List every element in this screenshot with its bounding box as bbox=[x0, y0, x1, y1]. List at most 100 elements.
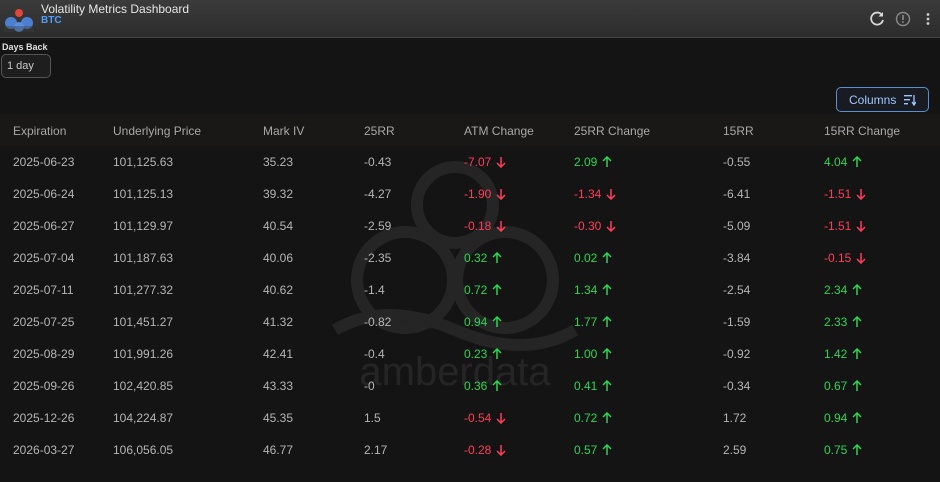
rr25-change-value: -0.30 bbox=[574, 219, 602, 233]
table-row[interactable]: 2025-07-11 101,277.32 40.62 -1.4 0.72 1.34 -2.… bbox=[0, 274, 940, 306]
col-header-underlying-price[interactable]: Underlying Price bbox=[113, 124, 202, 138]
atm-change-cell: 0.36 bbox=[464, 379, 502, 393]
col-header-15rr-change[interactable]: 15RR Change bbox=[824, 124, 901, 138]
col-header-15rr[interactable]: 15RR bbox=[723, 124, 754, 138]
arrow-up-icon bbox=[602, 156, 612, 167]
rr25-cell: -2.35 bbox=[364, 251, 392, 265]
atm-change-value: -7.07 bbox=[464, 155, 492, 169]
table-row[interactable]: 2025-06-24 101,125.13 39.32 -4.27 -1.90 -1.34… bbox=[0, 178, 940, 210]
rr15-change-value: 2.34 bbox=[824, 283, 848, 297]
col-header-25rr-change[interactable]: 25RR Change bbox=[574, 124, 651, 138]
expiration-cell: 2025-06-27 bbox=[13, 219, 75, 233]
table-row[interactable]: 2025-07-25 101,451.27 41.32 -0.82 0.94 1.77 -1… bbox=[0, 306, 940, 338]
app-logo-icon bbox=[4, 9, 34, 32]
atm-change-cell: -0.18 bbox=[464, 219, 506, 233]
rr15-change-value: 0.75 bbox=[824, 443, 848, 457]
arrow-up-icon bbox=[492, 284, 502, 295]
col-header-atm-change[interactable]: ATM Change bbox=[464, 124, 534, 138]
col-header-25rr[interactable]: 25RR bbox=[364, 124, 395, 138]
underlying-price-cell: 101,277.32 bbox=[113, 283, 174, 297]
underlying-price-cell: 101,125.13 bbox=[113, 187, 174, 201]
rr15-change-cell: -1.51 bbox=[824, 187, 866, 201]
rr15-change-cell: 0.67 bbox=[824, 379, 862, 393]
rr15-cell: -0.55 bbox=[723, 155, 751, 169]
arrow-down-icon bbox=[496, 221, 506, 232]
rr15-change-cell: -1.51 bbox=[824, 219, 866, 233]
rr15-cell: -3.84 bbox=[723, 251, 751, 265]
underlying-price-cell: 104,224.87 bbox=[113, 411, 174, 425]
days-back-select[interactable]: 1 day bbox=[1, 54, 51, 78]
underlying-price-cell: 101,451.27 bbox=[113, 315, 174, 329]
rr25-change-cell: 1.34 bbox=[574, 283, 612, 297]
rr15-cell: -6.41 bbox=[723, 187, 751, 201]
expiration-cell: 2025-06-24 bbox=[13, 187, 75, 201]
refresh-icon[interactable] bbox=[869, 11, 885, 27]
rr25-change-value: 1.77 bbox=[574, 315, 598, 329]
underlying-price-cell: 106,056.05 bbox=[113, 443, 174, 457]
col-header-expiration[interactable]: Expiration bbox=[13, 124, 67, 138]
arrow-down-icon bbox=[496, 445, 506, 456]
rr25-change-value: 1.00 bbox=[574, 347, 598, 361]
rr25-change-value: 2.09 bbox=[574, 155, 598, 169]
atm-change-cell: 0.94 bbox=[464, 315, 502, 329]
atm-change-value: -1.90 bbox=[464, 187, 492, 201]
atm-change-cell: -0.28 bbox=[464, 443, 506, 457]
rr25-change-cell: 0.57 bbox=[574, 443, 612, 457]
rr25-cell: -4.27 bbox=[364, 187, 392, 201]
atm-change-cell: 0.23 bbox=[464, 347, 502, 361]
watermark-text: amberdata bbox=[359, 350, 551, 394]
arrow-up-icon bbox=[852, 380, 862, 391]
rr25-cell: 1.5 bbox=[364, 411, 381, 425]
rr15-change-cell: 2.33 bbox=[824, 315, 862, 329]
rr15-cell: 1.72 bbox=[723, 411, 747, 425]
arrow-down-icon bbox=[606, 221, 616, 232]
table-row[interactable]: 2025-06-27 101,129.97 40.54 -2.59 -0.18 -0.30… bbox=[0, 210, 940, 242]
table-row[interactable]: 2025-06-23 101,125.63 35.23 -0.43 -7.07 2.09 -… bbox=[0, 146, 940, 178]
rr15-change-cell: 0.94 bbox=[824, 411, 862, 425]
rr15-cell: -0.34 bbox=[723, 379, 751, 393]
rr15-cell: 2.59 bbox=[723, 443, 747, 457]
rr15-change-value: 0.67 bbox=[824, 379, 848, 393]
columns-button-label: Columns bbox=[849, 93, 897, 107]
rr25-change-value: 0.02 bbox=[574, 251, 598, 265]
atm-change-cell: 0.32 bbox=[464, 251, 502, 265]
atm-change-cell: -7.07 bbox=[464, 155, 506, 169]
atm-change-cell: -0.54 bbox=[464, 411, 506, 425]
expiration-cell: 2025-08-29 bbox=[13, 347, 75, 361]
underlying-price-cell: 101,991.26 bbox=[113, 347, 174, 361]
arrow-up-icon bbox=[852, 316, 862, 327]
rr15-cell: -0.92 bbox=[723, 347, 751, 361]
info-icon[interactable] bbox=[895, 11, 911, 27]
expiration-cell: 2025-06-23 bbox=[13, 155, 75, 169]
rr15-change-value: 2.33 bbox=[824, 315, 848, 329]
underlying-price-cell: 101,129.97 bbox=[113, 219, 174, 233]
columns-button[interactable]: Columns bbox=[836, 87, 929, 112]
rr25-change-cell: -1.34 bbox=[574, 187, 616, 201]
table-row[interactable]: 2026-03-27 106,056.05 46.77 2.17 -0.28 0.57 2.… bbox=[0, 434, 940, 466]
expiration-cell: 2026-03-27 bbox=[13, 443, 75, 457]
atm-change-cell: 0.72 bbox=[464, 283, 502, 297]
atm-change-value: 0.36 bbox=[464, 379, 488, 393]
arrow-down-icon bbox=[496, 413, 506, 424]
arrow-up-icon bbox=[602, 444, 612, 455]
rr25-change-cell: 2.09 bbox=[574, 155, 612, 169]
arrow-up-icon bbox=[602, 316, 612, 327]
mark-iv-cell: 40.06 bbox=[263, 251, 294, 265]
rr25-change-value: 0.41 bbox=[574, 379, 598, 393]
expiration-cell: 2025-12-26 bbox=[13, 411, 75, 425]
col-header-mark-iv[interactable]: Mark IV bbox=[263, 124, 305, 138]
atm-change-value: -0.18 bbox=[464, 219, 492, 233]
rr15-change-cell: -0.15 bbox=[824, 251, 866, 265]
table-row[interactable]: 2025-12-26 104,224.87 45.35 1.5 -0.54 0.72 1.7… bbox=[0, 402, 940, 434]
underlying-price-cell: 101,125.63 bbox=[113, 155, 174, 169]
table-row[interactable]: 2025-09-26 102,420.85 43.33 -0 0.36 0.41 -0.34… bbox=[0, 370, 940, 402]
mark-iv-cell: 35.23 bbox=[263, 155, 294, 169]
arrow-up-icon bbox=[602, 284, 612, 295]
arrow-up-icon bbox=[492, 348, 502, 359]
rr25-cell: 2.17 bbox=[364, 443, 388, 457]
table-row[interactable]: 2025-08-29 101,991.26 42.41 -0.4 0.23 1.00 -0.… bbox=[0, 338, 940, 370]
more-options-icon[interactable] bbox=[922, 11, 934, 27]
arrow-up-icon bbox=[852, 412, 862, 423]
arrow-down-icon bbox=[606, 189, 616, 200]
table-row[interactable]: 2025-07-04 101,187.63 40.06 -2.35 0.32 0.02 -3… bbox=[0, 242, 940, 274]
